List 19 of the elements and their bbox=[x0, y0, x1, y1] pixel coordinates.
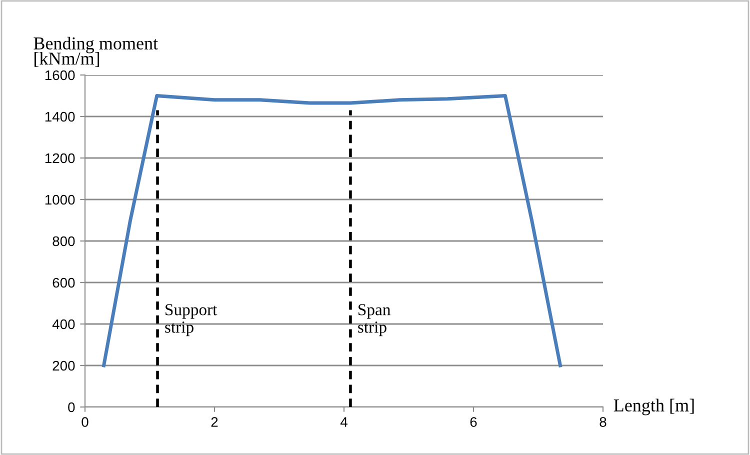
y-tick-label: 1600 bbox=[45, 70, 75, 80]
x-tick-label: 4 bbox=[340, 417, 348, 427]
annotation: Span strip bbox=[358, 304, 390, 336]
y-tick-label: 600 bbox=[52, 278, 75, 288]
y-tick-label: 400 bbox=[52, 319, 75, 330]
annotation: Support strip bbox=[165, 304, 218, 336]
y-axis-title: Bending moment [kNm/m] bbox=[34, 36, 158, 67]
line-series bbox=[102, 94, 562, 368]
y-tick-label: 1000 bbox=[45, 194, 75, 205]
y-tick-label: 200 bbox=[52, 360, 75, 371]
x-tick-label: 2 bbox=[211, 417, 218, 427]
y-tick-label: 0 bbox=[68, 402, 75, 412]
y-tick-label: 1400 bbox=[45, 112, 75, 122]
x-axis-title: Length [m] bbox=[614, 398, 694, 416]
x-tick-label: 6 bbox=[470, 417, 477, 427]
x-tick-label: 0 bbox=[82, 417, 88, 427]
y-tick-label: 800 bbox=[52, 236, 75, 246]
y-tick-label: 1200 bbox=[45, 153, 75, 164]
x-tick-label: 8 bbox=[600, 417, 606, 427]
